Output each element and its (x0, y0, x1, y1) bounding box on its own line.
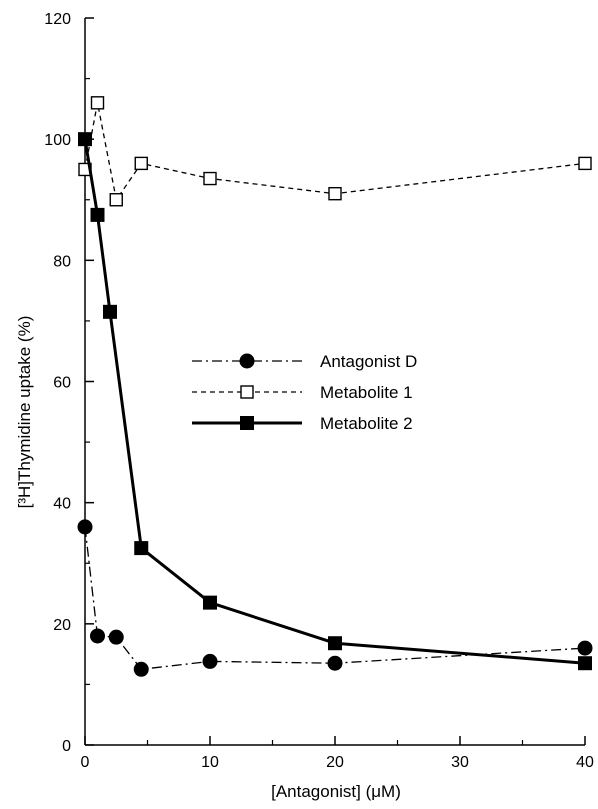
data-point-metabolite-2 (78, 132, 92, 147)
data-point-antagonist-d (77, 519, 93, 535)
x-ticks: 0 10 20 30 40 (81, 736, 594, 771)
y-tick-label: 80 (53, 253, 71, 270)
x-tick-label: 10 (201, 754, 219, 771)
data-point-metabolite-1 (109, 193, 123, 207)
data-point-antagonist-d (90, 628, 105, 644)
x-tick-label: 20 (326, 754, 344, 771)
data-point-metabolite-2 (134, 541, 149, 556)
data-point-antagonist-d (577, 640, 593, 656)
data-point-metabolite-1 (328, 186, 342, 201)
series-antagonist-d (77, 519, 593, 677)
data-point-antagonist-d (133, 661, 149, 677)
y-axis-label: [³H]Thymidine uptake (%) (15, 316, 34, 509)
axes (84, 18, 585, 746)
y-tick-label: 60 (53, 375, 71, 392)
data-point-metabolite-2 (578, 656, 592, 671)
y-tick-label: 40 (53, 496, 71, 513)
data-point-metabolite-1 (134, 156, 148, 171)
series-metabolite-2 (78, 132, 592, 671)
series-line-metabolite-1 (84, 102, 586, 201)
data-point-metabolite-1 (90, 96, 105, 110)
data-point-metabolite-1 (578, 156, 592, 171)
data-point-metabolite-2 (203, 595, 217, 610)
data-point-antagonist-d (202, 653, 218, 669)
data-point-antagonist-d (327, 655, 343, 671)
y-ticks: 0 20 40 60 80 100 120 (44, 11, 94, 755)
data-point-metabolite-1 (203, 171, 217, 186)
legend-marker-metabolite-1 (240, 385, 254, 399)
y-tick-label: 120 (44, 11, 71, 28)
x-tick-label: 30 (451, 754, 469, 771)
legend: Antagonist D Metabolite 1 Metabolite 2 (192, 352, 417, 433)
data-point-metabolite-2 (103, 304, 117, 319)
legend-marker-metabolite-2 (240, 416, 254, 430)
series-metabolite-1 (78, 96, 592, 207)
series-layer (77, 96, 593, 677)
x-tick-label: 40 (576, 754, 594, 771)
legend-label-antagonist-d: Antagonist D (320, 352, 417, 371)
data-point-antagonist-d (108, 629, 124, 645)
y-tick-label: 100 (44, 132, 71, 149)
x-tick-label: 0 (81, 754, 90, 771)
data-point-metabolite-2 (90, 207, 105, 222)
data-point-metabolite-2 (328, 636, 342, 651)
x-axis-label: [Antagonist] (μM) (271, 782, 401, 801)
legend-marker-antagonist-d (239, 353, 255, 369)
legend-label-metabolite-2: Metabolite 2 (320, 414, 413, 433)
y-tick-label: 20 (53, 617, 71, 634)
legend-label-metabolite-1: Metabolite 1 (320, 383, 413, 402)
y-tick-label: 0 (62, 738, 71, 755)
